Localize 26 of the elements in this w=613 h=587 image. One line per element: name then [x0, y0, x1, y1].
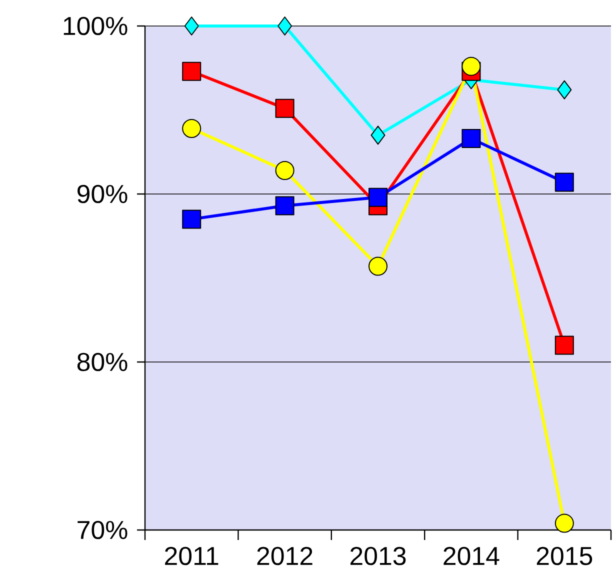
point	[462, 56, 481, 76]
point	[182, 62, 202, 81]
point	[275, 160, 294, 180]
y-tick-label: 70%	[78, 520, 128, 540]
point	[554, 172, 574, 192]
point	[554, 336, 574, 355]
y-tick-label: 90%	[78, 184, 128, 204]
point	[368, 188, 388, 207]
x-tick-label: 2011	[165, 546, 218, 566]
point	[557, 80, 572, 100]
point	[182, 210, 202, 229]
point	[182, 118, 202, 138]
point	[275, 98, 294, 118]
point	[278, 16, 292, 36]
x-tick-label: 2012	[257, 546, 312, 566]
x-tick-label: 2015	[536, 546, 592, 566]
y-tick-label: 80%	[77, 352, 128, 372]
x-tick-label: 2013	[350, 546, 406, 566]
point	[370, 126, 386, 145]
point	[275, 196, 294, 216]
y-tick-label: 100%	[64, 16, 128, 36]
point	[184, 16, 199, 36]
point	[368, 256, 388, 276]
point	[554, 514, 574, 533]
point	[462, 129, 481, 148]
x-tick-label: 2014	[444, 546, 500, 566]
